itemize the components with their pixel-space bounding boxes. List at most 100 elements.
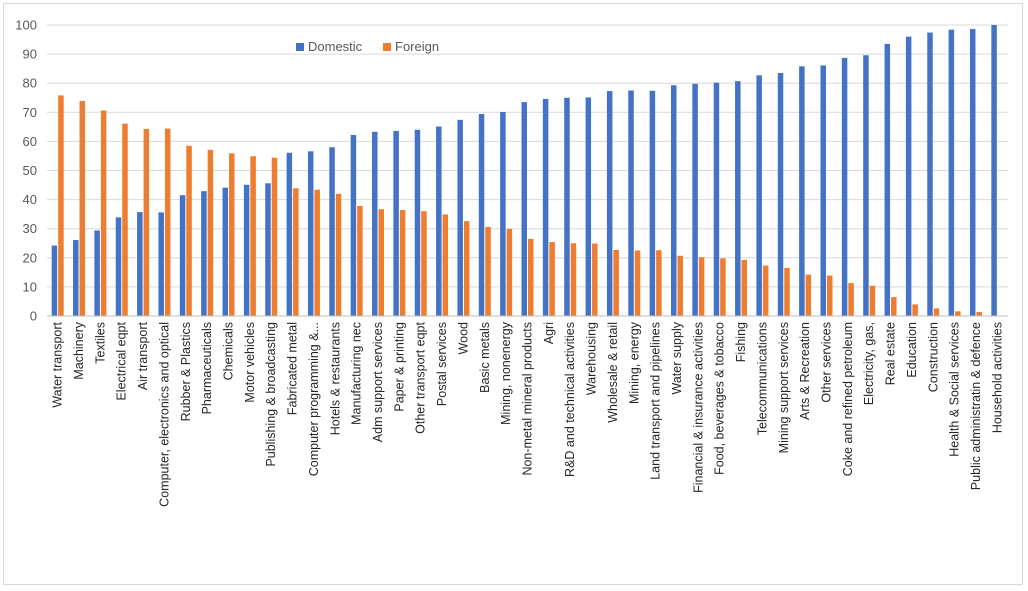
y-tick-label: 80 — [23, 76, 37, 91]
bar-foreign-31 — [720, 258, 726, 316]
bar-foreign-7 — [207, 149, 214, 316]
x-tick-label: Motor vehicles — [243, 322, 257, 403]
bar-foreign-38 — [869, 285, 876, 316]
y-tick-label: 70 — [23, 105, 37, 120]
bar-domestic-13 — [329, 147, 335, 316]
bar-domestic-15 — [372, 131, 378, 316]
bar-domestic-28 — [649, 90, 656, 317]
bar-foreign-21 — [506, 228, 513, 316]
x-tick-label: Education — [905, 322, 919, 378]
x-tick-label: Telecommunications — [755, 322, 769, 435]
bar-domestic-26 — [606, 91, 613, 316]
y-tick-label: 40 — [23, 192, 37, 207]
bars — [51, 25, 997, 317]
bar-foreign-8 — [229, 153, 235, 316]
bar-domestic-36 — [820, 65, 826, 316]
bar-foreign-18 — [442, 214, 449, 316]
bar-domestic-35 — [799, 66, 805, 317]
x-tick-label: Air transport — [136, 321, 150, 390]
bar-foreign-0 — [58, 95, 64, 316]
y-tick-label: 30 — [23, 221, 37, 236]
bar-foreign-4 — [143, 128, 150, 316]
bar-domestic-27 — [628, 90, 634, 316]
bar-foreign-3 — [122, 123, 128, 316]
bar-domestic-41 — [927, 32, 933, 316]
bar-foreign-12 — [314, 189, 320, 316]
bar-foreign-5 — [164, 128, 171, 316]
x-tick-label: R&D and technical activities — [563, 322, 577, 477]
x-tick-label: Warehousing — [585, 322, 599, 395]
y-tick-label: 60 — [23, 134, 37, 149]
x-tick-label: Financial & insurance activities — [691, 322, 705, 493]
x-tick-label: Adm support services — [371, 322, 385, 442]
x-tick-label: Public administratin & defence — [969, 322, 983, 490]
bar-foreign-41 — [933, 308, 940, 316]
y-tick-label: 10 — [23, 279, 37, 294]
bar-foreign-30 — [698, 257, 705, 316]
bar-foreign-43 — [976, 311, 982, 316]
x-tick-label: Machinery — [72, 321, 86, 379]
bar-domestic-14 — [350, 134, 357, 316]
bar-foreign-35 — [805, 274, 812, 316]
bar-domestic-38 — [863, 55, 869, 316]
bar-foreign-42 — [955, 311, 961, 316]
bar-foreign-22 — [528, 238, 534, 316]
bar-domestic-19 — [457, 119, 463, 316]
x-tick-label: Fabricated metal — [286, 322, 300, 415]
bar-foreign-17 — [421, 211, 427, 316]
bar-domestic-11 — [286, 152, 293, 316]
x-tick-label: Land transport and pipelines — [649, 322, 663, 480]
x-tick-label: Pharmaceuticals — [200, 322, 214, 414]
legend-label-foreign: Foreign — [395, 39, 439, 54]
bar-domestic-33 — [756, 75, 762, 316]
y-tick-label: 100 — [15, 18, 37, 33]
bar-domestic-5 — [158, 212, 164, 316]
chart-frame: 0 10 20 30 40 50 60 70 80 90 100 Water transport Ma… — [3, 3, 1023, 585]
x-tick-label: Rubber & Plastics — [179, 322, 193, 421]
bar-domestic-2 — [94, 230, 100, 316]
x-tick-label: Non-metal mineral products — [521, 322, 535, 476]
x-tick-label: Agri — [542, 322, 556, 344]
bar-foreign-39 — [891, 297, 897, 316]
bar-foreign-27 — [634, 250, 641, 316]
bar-foreign-29 — [677, 255, 683, 316]
bar-domestic-42 — [948, 29, 955, 316]
x-tick-label: Construction — [926, 322, 940, 392]
bar-foreign-34 — [784, 267, 790, 316]
bar-domestic-3 — [115, 217, 122, 316]
bar-domestic-20 — [478, 114, 485, 317]
bar-foreign-6 — [186, 145, 192, 316]
gridlines — [47, 24, 1008, 288]
bar-chart: 0 10 20 30 40 50 60 70 80 90 100 Water transport Ma… — [15, 18, 1008, 507]
y-tick-label: 50 — [23, 163, 37, 178]
y-tick-label: 20 — [23, 250, 37, 265]
bar-domestic-40 — [905, 36, 912, 316]
bar-domestic-29 — [670, 85, 677, 316]
bar-domestic-21 — [500, 112, 506, 316]
x-tick-label: Chemicals — [222, 322, 236, 380]
bar-foreign-23 — [549, 242, 555, 316]
legend-label-domestic: Domestic — [308, 39, 363, 54]
bar-foreign-19 — [463, 221, 470, 316]
bar-foreign-24 — [570, 243, 577, 316]
bar-foreign-26 — [613, 249, 619, 316]
bar-domestic-25 — [585, 97, 592, 316]
x-tick-label: Health & Social services — [948, 322, 962, 457]
bar-domestic-31 — [713, 82, 720, 316]
x-tick-label: Food, beverages & tobacco — [713, 322, 727, 475]
bar-domestic-39 — [884, 43, 891, 316]
x-tick-label: Household activities — [990, 322, 1004, 433]
x-tick-label: Real estate — [884, 322, 898, 385]
x-tick-label: Mining, nonenergy — [499, 321, 513, 425]
bar-domestic-34 — [777, 73, 784, 316]
x-tick-label: Electricity, gas, — [862, 322, 876, 405]
x-tick-label: Wood — [456, 322, 470, 354]
x-tick-label: Mining, energy — [627, 321, 641, 404]
y-axis-ticks: 0 10 20 30 40 50 60 70 80 90 100 — [15, 18, 37, 324]
bar-foreign-32 — [741, 259, 748, 316]
x-tick-label: Water transport — [51, 321, 65, 407]
x-tick-label: Hotels & restaurants — [328, 322, 342, 435]
bar-domestic-7 — [201, 191, 207, 316]
bar-domestic-44 — [991, 25, 997, 316]
bar-foreign-13 — [335, 193, 342, 316]
